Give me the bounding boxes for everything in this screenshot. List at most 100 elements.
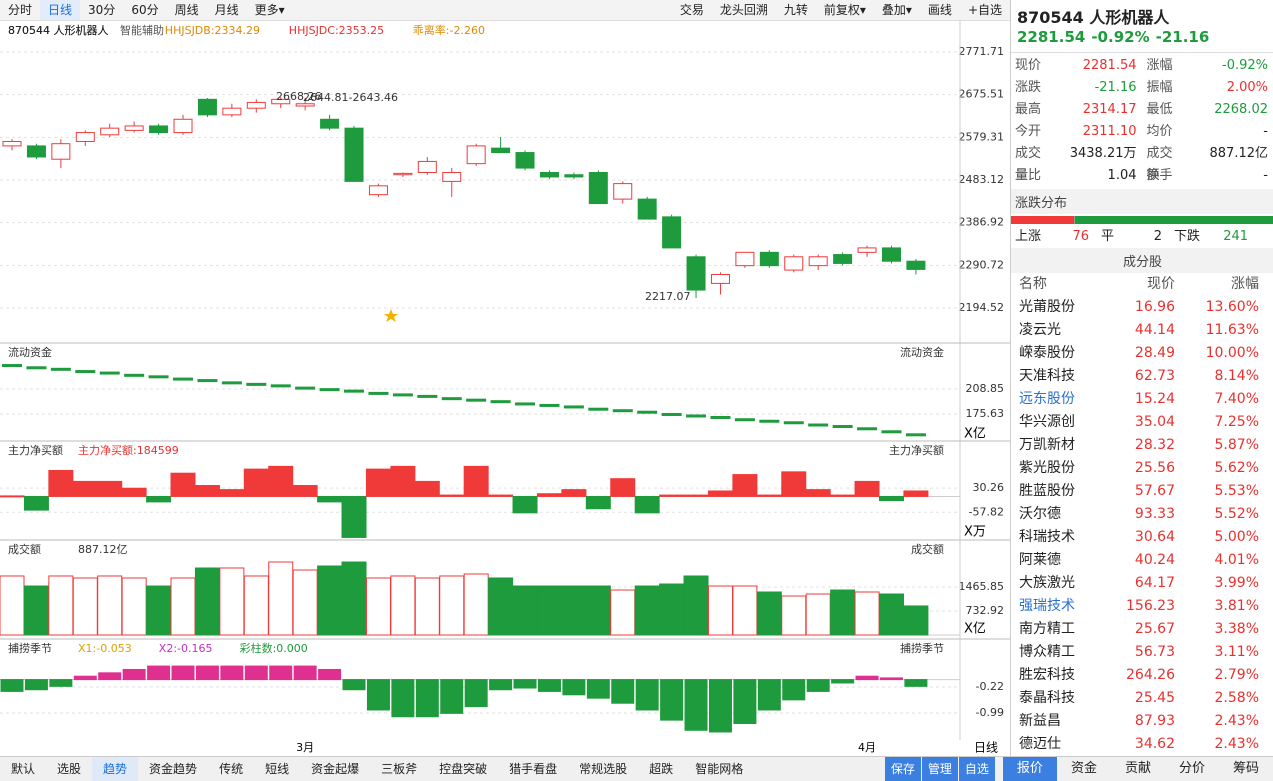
candle-body <box>26 145 46 158</box>
legend-item: HHJSJDC:2353.25 <box>289 24 384 37</box>
bottom-tab[interactable]: 默认 <box>11 762 36 776</box>
bar <box>269 665 293 681</box>
bottom-button[interactable]: 管理 <box>921 757 958 781</box>
quote-tab[interactable]: 贡献 <box>1124 761 1151 776</box>
bottom-tab[interactable]: 猎手看盘 <box>509 762 558 776</box>
quote-value: 2281.54 <box>1082 58 1137 73</box>
bottom-tab[interactable]: 资金趋势 <box>149 762 198 776</box>
bottom-tab[interactable]: 趋势 <box>92 757 139 781</box>
bar <box>72 577 98 636</box>
toolbar-button[interactable]: +自选 <box>967 3 1002 17</box>
cons-row[interactable]: 万凯新材 28.32 5.87% <box>1011 434 1273 457</box>
toolbar-right: 交易 龙头回溯 九转 前复权▾ 叠加▾ 画线 +自选 <box>672 0 1010 20</box>
bottom-tab[interactable]: 控盘突破 <box>439 762 488 776</box>
flow-dash <box>26 366 47 370</box>
flow-dash <box>319 388 340 392</box>
cons-cell: 93.33 <box>1134 506 1175 522</box>
toolbar-button[interactable]: 月线 <box>214 3 239 17</box>
flow-dash <box>173 377 194 381</box>
toolbar-button[interactable]: 交易 <box>679 3 704 17</box>
toolbar-button[interactable]: 龙头回溯 <box>719 3 768 17</box>
bottom-button[interactable]: 保存 <box>884 757 921 781</box>
cons-row[interactable]: 科瑞技术 30.64 5.00% <box>1011 526 1273 549</box>
cons-cell: 新益昌 <box>1019 713 1061 729</box>
bar <box>733 679 757 725</box>
quote-table: 现价 2281.54 涨幅 -0.92% 涨跌 -21.16 振幅 2.00% 最高 2314.1… <box>1011 52 1273 189</box>
bottom-button[interactable]: 自选 <box>958 757 995 781</box>
cons-row[interactable]: 天准科技 62.73 8.14% <box>1011 365 1273 388</box>
cons-row[interactable]: 南方精工 25.67 3.38% <box>1011 618 1273 641</box>
candle-body <box>491 147 511 154</box>
toolbar-button[interactable]: 日线 <box>40 0 81 20</box>
bottom-tab[interactable]: 传统 <box>219 762 244 776</box>
toolbar-button[interactable]: 九转 <box>783 3 808 17</box>
cons-cell: 5.00% <box>1214 529 1259 545</box>
y-tick-label: 2483.12 <box>959 173 1005 186</box>
flow-dash <box>686 414 707 418</box>
bar <box>72 480 98 497</box>
cons-cell: 64.17 <box>1134 575 1175 591</box>
bar <box>146 495 172 503</box>
cons-row[interactable]: 紫光股份 25.56 5.62% <box>1011 457 1273 480</box>
toolbar-button[interactable]: 前复权▾ <box>823 3 866 17</box>
quote-tab[interactable]: 报价 <box>1002 757 1057 781</box>
cons-row[interactable]: 德迈仕 34.62 2.43% <box>1011 733 1273 756</box>
toolbar-button[interactable]: 30分 <box>88 3 116 17</box>
toolbar-button[interactable]: 叠加▾ <box>881 3 912 17</box>
quote-row: 最高 2314.17 最低 2268.02 <box>1011 99 1273 121</box>
bottom-tab[interactable]: 资金起爆 <box>311 762 360 776</box>
cons-row[interactable]: 泰晶科技 25.45 2.58% <box>1011 687 1273 710</box>
cons-row[interactable]: 胜宏科技 264.26 2.79% <box>1011 664 1273 687</box>
bar <box>610 478 636 497</box>
quote-tab[interactable]: 分价 <box>1178 761 1205 776</box>
toolbar-button[interactable]: 更多▾ <box>254 3 285 17</box>
dist-bar <box>1011 216 1273 224</box>
flow-dash <box>588 407 609 411</box>
flow-dash <box>515 402 536 406</box>
flow-dash <box>99 371 120 375</box>
toolbar-button[interactable]: 周线 <box>174 3 199 17</box>
flow-dash <box>368 391 389 395</box>
cons-row[interactable]: 新益昌 87.93 2.43% <box>1011 710 1273 733</box>
cons-cell: 10.00% <box>1205 345 1259 361</box>
bar <box>756 494 782 497</box>
cons-row[interactable]: 胜蓝股份 57.67 5.53% <box>1011 480 1273 503</box>
bar <box>660 679 684 721</box>
cons-row[interactable]: 沃尔德 93.33 5.52% <box>1011 503 1273 526</box>
quote-tab[interactable]: 筹码 <box>1232 761 1259 776</box>
cons-row[interactable]: 华兴源创 35.04 7.25% <box>1011 411 1273 434</box>
quote-label: 量比 <box>1015 168 1042 183</box>
y-tick-label: 2290.72 <box>959 258 1005 271</box>
cons-cell: 7.40% <box>1214 391 1259 407</box>
toolbar-button[interactable]: 分时 <box>8 3 33 17</box>
cons-row[interactable]: 博众精工 56.73 3.11% <box>1011 641 1273 664</box>
cons-cell: 远东股份 <box>1019 391 1075 407</box>
cons-row[interactable]: 强瑞技术 156.23 3.81% <box>1011 595 1273 618</box>
cons-row[interactable]: 阿莱德 40.24 4.01% <box>1011 549 1273 572</box>
bottom-tab[interactable]: 选股 <box>57 762 82 776</box>
bottom-tab[interactable]: 三板斧 <box>381 762 418 776</box>
candle-body <box>564 174 584 178</box>
cons-cell: 44.14 <box>1134 322 1175 338</box>
quote-value: 1.04 <box>1107 168 1137 183</box>
toolbar-button[interactable]: 画线 <box>927 3 952 17</box>
bottom-tab[interactable]: 常规选股 <box>579 762 628 776</box>
cons-cell: 凌云光 <box>1019 322 1061 338</box>
cons-cell: 天准科技 <box>1019 368 1075 384</box>
cons-cell: 28.32 <box>1134 437 1175 453</box>
candle-body <box>906 260 926 270</box>
cons-cell: 华兴源创 <box>1019 414 1075 430</box>
cons-row[interactable]: 凌云光 44.14 11.63% <box>1011 319 1273 342</box>
bottom-tab[interactable]: 超跌 <box>649 762 674 776</box>
cons-row[interactable]: 嵘泰股份 28.49 10.00% <box>1011 342 1273 365</box>
cons-row[interactable]: 大族激光 64.17 3.99% <box>1011 572 1273 595</box>
bottom-tab[interactable]: 智能网格 <box>695 762 744 776</box>
bar <box>513 679 537 689</box>
cons-row[interactable]: 光莆股份 16.96 13.60% <box>1011 296 1273 319</box>
bottom-tab[interactable]: 短线 <box>265 762 290 776</box>
cons-row[interactable]: 远东股份 15.24 7.40% <box>1011 388 1273 411</box>
bar <box>610 589 636 636</box>
toolbar-button[interactable]: 60分 <box>131 3 159 17</box>
quote-tab[interactable]: 资金 <box>1070 761 1097 776</box>
y-tick-label: 2194.52 <box>959 301 1005 314</box>
